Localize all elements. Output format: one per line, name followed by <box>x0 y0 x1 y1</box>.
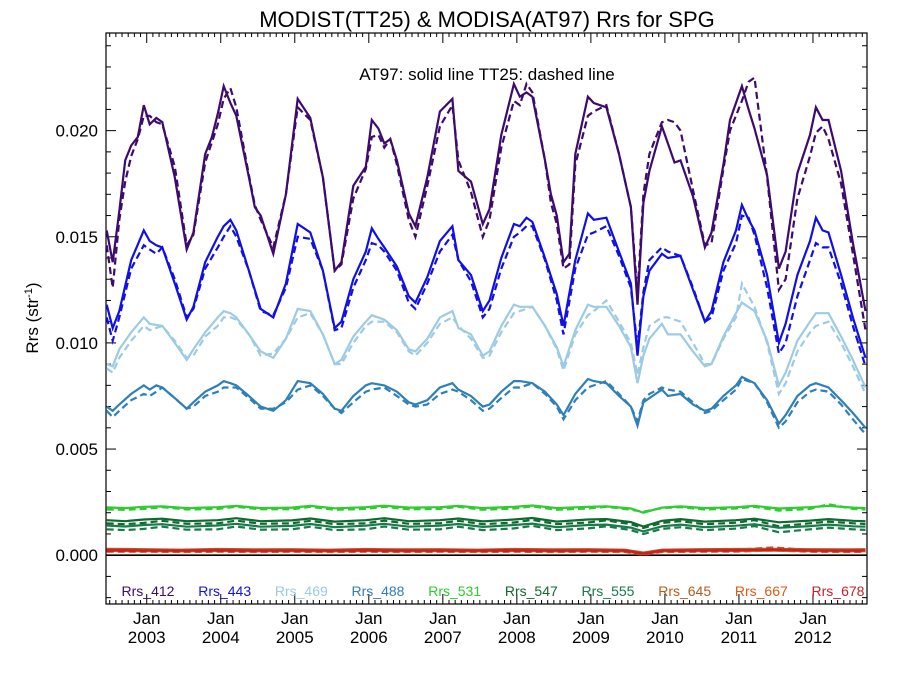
x-tick-label-month: Jan <box>429 609 456 628</box>
series-line-solid-rrs-678 <box>106 548 866 555</box>
x-tick-label-year: 2012 <box>794 628 832 647</box>
y-tick-label: 0.020 <box>55 122 98 141</box>
series-line-solid-rrs-555 <box>106 522 866 533</box>
series-line-solid-rrs-531 <box>106 504 866 514</box>
x-tick-label-year: 2006 <box>350 628 388 647</box>
legend-label-rrs-645: Rrs_645 <box>658 583 711 599</box>
series-line-dashed-rrs-469 <box>106 280 867 397</box>
x-tick-label-year: 2007 <box>424 628 462 647</box>
y-axis-label-main: Rrs (str <box>23 298 42 354</box>
y-axis-label-superscript: -1 <box>23 288 35 298</box>
series-line-dashed-rrs-547 <box>106 518 866 530</box>
y-axis-label: Rrs (str-1) <box>23 282 42 353</box>
y-tick-label: 0.010 <box>55 334 98 353</box>
series-lines <box>105 75 867 556</box>
x-tick-label-year: 2009 <box>572 628 610 647</box>
x-tick-label-month: Jan <box>133 609 160 628</box>
x-tick-label-year: 2011 <box>721 628 758 647</box>
x-tick-label-month: Jan <box>799 609 826 628</box>
legend-label-rrs-443: Rrs_443 <box>198 583 251 599</box>
x-tick-label-month: Jan <box>577 609 604 628</box>
series-line-dashed-rrs-443 <box>105 214 867 367</box>
x-tick-label-year: 2004 <box>202 628 240 647</box>
legend-label-rrs-469: Rrs_469 <box>275 583 328 599</box>
legend-label-rrs-667: Rrs_667 <box>735 583 788 599</box>
y-tick-label: 0.015 <box>55 228 98 247</box>
chart-title: MODIST(TT25) & MODISA(AT97) Rrs for SPG <box>259 7 715 32</box>
x-tick-label-year: 2003 <box>128 628 166 647</box>
y-axis-label-tail: ) <box>23 282 42 288</box>
legend-label-rrs-678: Rrs_678 <box>812 583 865 599</box>
x-tick-label-month: Jan <box>725 609 752 628</box>
series-line-solid-rrs-488 <box>106 375 867 430</box>
legend-label-rrs-412: Rrs_412 <box>122 583 175 599</box>
series-line-solid-rrs-547 <box>106 516 866 528</box>
y-tick-label: 0.000 <box>55 546 98 565</box>
line-style-annotation: AT97: solid line TT25: dashed line <box>359 65 614 84</box>
x-tick-label-month: Jan <box>503 609 530 628</box>
series-line-solid-rrs-412 <box>105 80 867 312</box>
x-tick-label-month: Jan <box>355 609 382 628</box>
legend-label-rrs-547: Rrs_547 <box>505 583 558 599</box>
legend-label-rrs-555: Rrs_555 <box>582 583 635 599</box>
series-line-dashed-rrs-412 <box>105 75 867 331</box>
series-line-dashed-rrs-488 <box>105 377 867 435</box>
y-tick-label: 0.005 <box>55 440 98 459</box>
axes: 0.0000.0050.0100.0150.020Jan2003Jan2004J… <box>55 33 867 647</box>
series-line-solid-rrs-469 <box>106 301 867 389</box>
series-line-solid-rrs-443 <box>105 201 867 359</box>
x-tick-label-month: Jan <box>651 609 678 628</box>
legend-label-rrs-531: Rrs_531 <box>428 583 481 599</box>
x-tick-label-month: Jan <box>207 609 234 628</box>
legend: Rrs_412 Rrs_443 Rrs_469 Rrs_488 Rrs_531 Rrs_5… <box>122 583 865 599</box>
x-tick-label-year: 2010 <box>646 628 684 647</box>
x-tick-label-year: 2008 <box>498 628 536 647</box>
series-line-dashed-rrs-555 <box>106 524 866 536</box>
x-tick-label-year: 2005 <box>276 628 314 647</box>
legend-label-rrs-488: Rrs_488 <box>352 583 405 599</box>
x-tick-label-month: Jan <box>281 609 308 628</box>
